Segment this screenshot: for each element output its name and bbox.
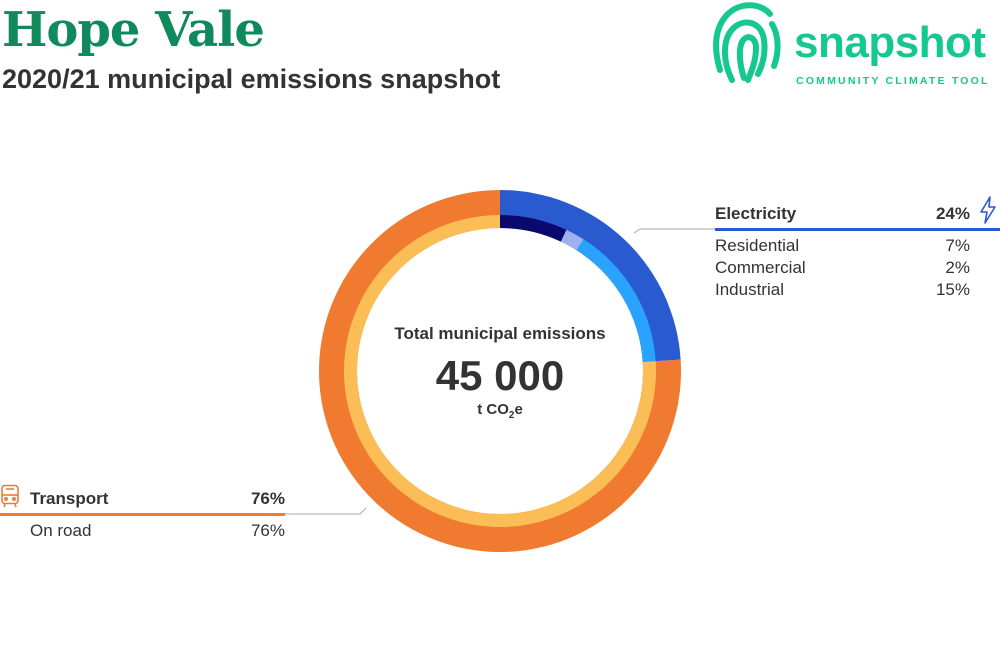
electricity-value: 24% [935,204,970,223]
page-subtitle: 2020/21 municipal emissions snapshot [2,64,501,94]
electricity-panel: Electricity 24% [715,203,970,227]
transport-value: 76% [250,489,285,508]
snapshot-logo[interactable]: snapshot COMMUNITY CLIMATE TOOL [712,0,1000,92]
row-value: 15% [935,280,970,299]
logo-tagline: COMMUNITY CLIMATE TOOL [796,75,990,87]
row-label: Residential [715,236,800,255]
row-value: 2% [945,258,970,277]
row-label: Commercial [715,258,806,277]
lightning-bolt-icon [980,196,996,224]
transport-connector-line [285,507,367,515]
breakdown-row: Industrial 15% [715,279,970,301]
unit-suffix: e [514,401,523,418]
breakdown-row: Commercial 2% [715,257,970,279]
logo-wordmark: snapshot [794,18,986,67]
row-value: 7% [945,236,970,255]
electricity-breakdown: Residential 7% Commercial 2% Industrial … [715,235,970,301]
breakdown-row: On road 76% [30,520,285,542]
fingerprint-logo-icon [713,2,781,83]
electricity-connector-line [633,228,715,234]
unit-subscript: 2 [508,410,515,421]
bus-icon [1,484,19,508]
electricity-header: Electricity 24% [715,203,970,227]
chart-center-value: 45 000 [435,352,565,399]
row-label: Industrial [715,280,784,299]
chart-center-label: Total municipal emissions [394,324,606,343]
inner-slice-residential [500,215,567,242]
row-value: 76% [250,521,285,540]
breakdown-row: Residential 7% [715,235,970,257]
row-label: On road [30,521,92,540]
page-title: Hope Vale [2,2,265,58]
chart-center-unit: t CO2e [350,401,650,421]
transport-label: Transport [30,489,109,508]
transport-header: Transport 76% [30,488,285,512]
transport-underline [0,513,285,516]
inner-slice-commercial [560,229,584,251]
transport-breakdown: On road 76% [30,520,285,542]
electricity-label: Electricity [715,204,797,223]
transport-panel: Transport 76% [30,488,285,512]
electricity-underline [715,228,1000,231]
inner-slice-industrial [576,239,656,363]
unit-prefix: t CO [477,401,509,418]
